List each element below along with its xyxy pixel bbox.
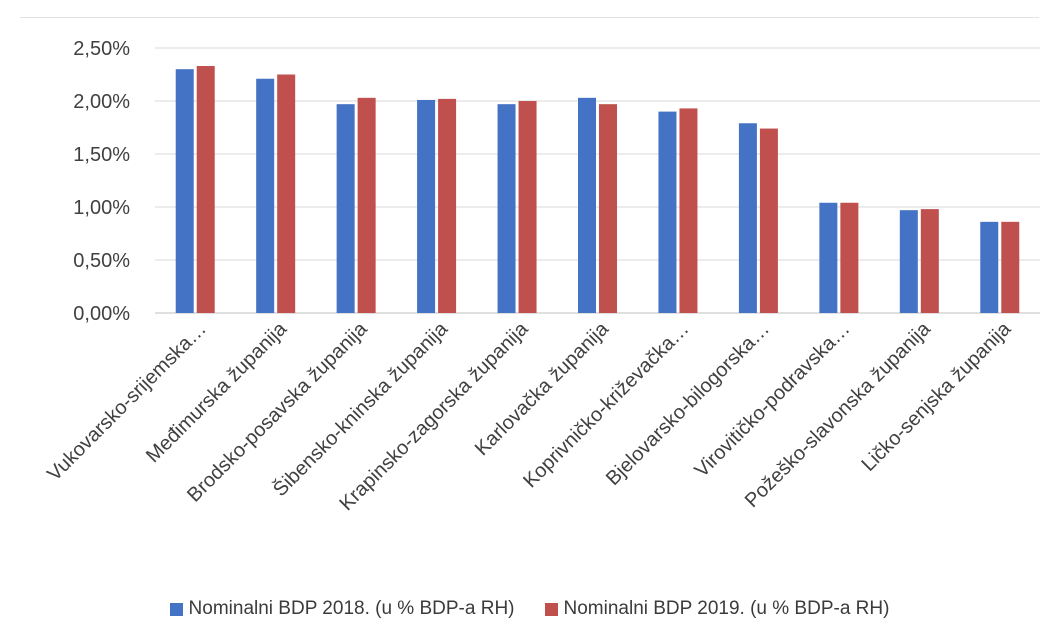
bar-2018 xyxy=(497,104,516,314)
legend-swatch-2019 xyxy=(544,602,558,616)
x-tick-label: Karlovačka županija xyxy=(471,317,614,460)
legend: Nominalni BDP 2018. (u % BDP-a RH) Nomin… xyxy=(0,598,1059,620)
bar-2019 xyxy=(438,98,457,313)
legend-swatch-2018 xyxy=(169,602,183,616)
bar-2018 xyxy=(658,111,677,313)
bar-2019 xyxy=(196,66,215,314)
legend-label-2019: Nominalni BDP 2019. (u % BDP-a RH) xyxy=(563,598,890,619)
bar-2019 xyxy=(357,97,376,313)
y-tick-label: 2,50% xyxy=(73,38,130,60)
bar-2018 xyxy=(417,99,436,313)
bar-2019 xyxy=(599,104,617,314)
legend-item-2019: Nominalni BDP 2019. (u % BDP-a RH) xyxy=(544,598,890,620)
bar-2019 xyxy=(920,209,939,313)
x-tick-label: Koprivničko-križevačka… xyxy=(519,318,693,492)
x-tick-label: Vukovarsko-srijemska… xyxy=(43,318,210,485)
y-tick-label: 0,00% xyxy=(73,303,130,325)
bar-2018 xyxy=(980,221,999,313)
bar-2018 xyxy=(336,104,355,314)
chart-plot: 0,00% 0,50% 1,00% 1,50% 2,00% 2,50% Vukovarsko… xyxy=(43,38,1040,515)
legend-item-2018: Nominalni BDP 2018. (u % BDP-a RH) xyxy=(169,598,515,620)
top-divider xyxy=(20,17,1039,18)
bar-2018 xyxy=(578,97,596,313)
bar-2018 xyxy=(819,202,838,313)
x-tick-label: Ličko-senjska županija xyxy=(857,317,1015,475)
bar-2019 xyxy=(840,202,859,313)
bar-2019 xyxy=(277,74,296,313)
bar-2019 xyxy=(518,101,537,313)
y-tick-label: 2,00% xyxy=(73,91,130,113)
bar-2019 xyxy=(1001,221,1020,313)
x-tick-label: Virovitičko-podravska… xyxy=(691,318,855,482)
x-tick-label: Međimurska županija xyxy=(142,317,292,467)
x-tick-label: Bjelovarsko-bilogorska… xyxy=(602,318,774,490)
bar-2019 xyxy=(759,128,778,313)
legend-label-2018: Nominalni BDP 2018. (u % BDP-a RH) xyxy=(188,598,515,619)
bar-2019 xyxy=(679,108,698,313)
y-tick-label: 0,50% xyxy=(73,250,130,272)
bar-2018 xyxy=(899,210,918,313)
bar-2018 xyxy=(738,123,757,313)
bar-2018 xyxy=(256,78,275,314)
bar-2018 xyxy=(175,69,194,313)
y-tick-label: 1,00% xyxy=(73,197,130,219)
y-tick-label: 1,50% xyxy=(73,144,130,166)
